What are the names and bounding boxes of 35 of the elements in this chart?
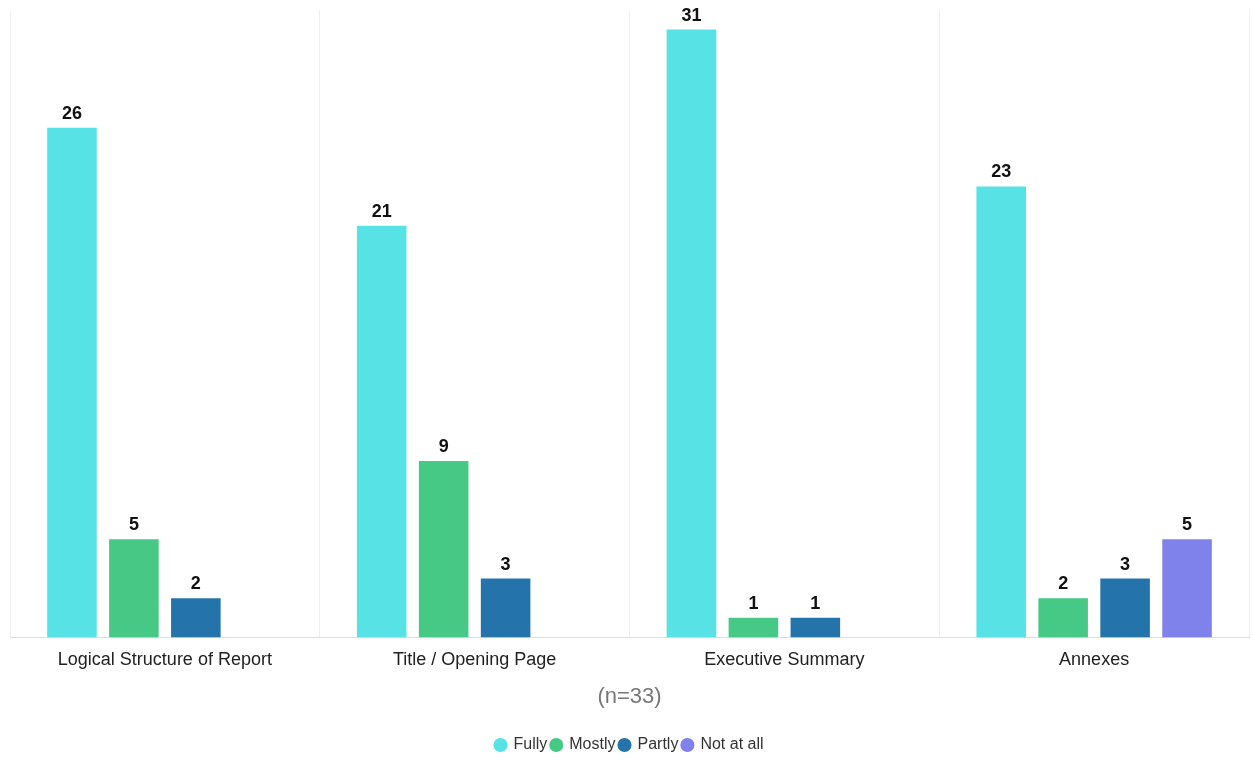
x-tick-label: Title / Opening Page [392,649,557,670]
bar [1100,578,1150,638]
bar [171,598,221,638]
x-tick-label: Executive Summary [704,649,865,670]
data-label: 31 [681,4,702,25]
legend-label: Partly [637,735,679,753]
legend-label: Mostly [569,735,616,753]
bar [47,127,97,638]
legend-label: Fully [513,735,548,753]
data-label: 1 [748,592,759,613]
data-label: 2 [190,573,201,594]
data-label: 5 [1182,514,1193,535]
data-label: 3 [500,553,511,574]
bar [1038,598,1088,638]
bar [480,578,531,638]
legend-label: Not at all [700,735,764,753]
bar [356,225,407,638]
bar [976,186,1026,638]
bar [666,29,717,638]
bar [790,617,841,638]
data-label: 5 [128,514,139,535]
data-label: 9 [438,435,449,456]
bar [418,460,469,638]
data-label: 26 [61,102,82,123]
text: (n=33) [597,683,662,709]
x-tick-label: Annexes [1059,649,1130,670]
data-label: 23 [991,161,1012,182]
bar [728,617,779,638]
data-label: 21 [371,200,392,221]
data-label: 2 [1058,573,1069,594]
data-label: 1 [810,592,821,613]
bar [109,539,159,638]
data-label: 3 [1120,553,1131,574]
x-tick-label: Logical Structure of Report [57,649,272,670]
bar [1162,539,1212,638]
